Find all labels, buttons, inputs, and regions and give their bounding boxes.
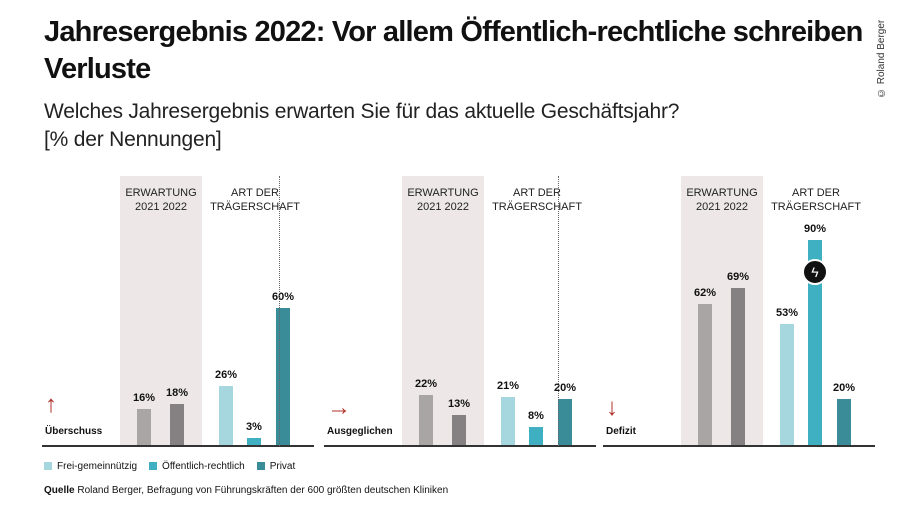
value-label: 26% bbox=[214, 368, 238, 381]
row-label: Defizit bbox=[606, 426, 636, 437]
bar-oeffentlich bbox=[808, 239, 822, 445]
lightning-icon: ϟ bbox=[802, 258, 828, 285]
value-label: 90% bbox=[803, 222, 827, 235]
x-axis bbox=[324, 445, 596, 447]
value-label: 16% bbox=[132, 391, 156, 404]
legend-item-privat: Privat bbox=[256, 461, 296, 472]
value-label: 60% bbox=[271, 291, 295, 304]
value-label: 20% bbox=[553, 382, 577, 395]
value-label: 20% bbox=[832, 382, 856, 395]
legend-swatch bbox=[44, 462, 52, 470]
header-type-1: ART DER bbox=[792, 187, 840, 199]
legend: Frei-gemeinnützig Öffentlich-rechtlich P… bbox=[44, 461, 295, 472]
expectation-shade bbox=[402, 176, 484, 445]
bar-y2022 bbox=[452, 415, 466, 445]
subtitle-question: Welches Jahresergebnis erwarten Sie für … bbox=[44, 100, 680, 123]
value-label: 13% bbox=[447, 398, 471, 411]
bar-privat bbox=[837, 399, 851, 445]
value-label: 21% bbox=[496, 380, 520, 393]
value-label: 62% bbox=[693, 286, 717, 299]
header-expectation: ERWARTUNG bbox=[407, 187, 479, 199]
value-label: 53% bbox=[775, 307, 799, 320]
arrow-right-icon: → bbox=[327, 394, 351, 421]
bar-frei bbox=[501, 397, 515, 445]
legend-label: Privat bbox=[269, 461, 296, 472]
panel-separator bbox=[558, 176, 559, 446]
value-label: 69% bbox=[726, 270, 750, 283]
value-label: 18% bbox=[165, 386, 189, 399]
legend-item-oeffentlich: Öffentlich-rechtlich bbox=[149, 461, 245, 472]
bar-y2021 bbox=[137, 408, 151, 445]
bar-frei bbox=[219, 385, 233, 445]
bar-frei bbox=[780, 324, 794, 445]
subtitle-unit: [% der Nennungen] bbox=[44, 128, 222, 151]
header-type-1: ART DER bbox=[231, 187, 279, 199]
legend-label: Frei-gemeinnützig bbox=[57, 461, 138, 472]
header-type-2: TRÄGERSCHAFT bbox=[771, 201, 861, 213]
x-axis bbox=[603, 445, 875, 447]
expectation-shade bbox=[120, 176, 202, 445]
value-label: 3% bbox=[246, 421, 262, 434]
arrow-down-icon: ↓ bbox=[606, 394, 618, 421]
row-label: Ausgeglichen bbox=[327, 426, 393, 437]
header-type-2: TRÄGERSCHAFT bbox=[492, 201, 582, 213]
bar-oeffentlich bbox=[529, 426, 543, 445]
header-expectation: ERWARTUNG bbox=[686, 187, 758, 199]
source-label: Quelle bbox=[44, 485, 75, 496]
bar-y2021 bbox=[698, 303, 712, 445]
bar-oeffentlich bbox=[247, 438, 261, 445]
chart-subtitle: Welches Jahresergebnis erwarten Sie für … bbox=[44, 98, 679, 154]
chart-title: Jahresergebnis 2022: Vor allem Öffentlic… bbox=[44, 16, 863, 85]
copyright: © Roland Berger bbox=[876, 19, 887, 98]
x-axis bbox=[42, 445, 314, 447]
panel-separator bbox=[279, 176, 280, 446]
header-years: 2021 2022 bbox=[135, 201, 187, 213]
header-type-1: ART DER bbox=[513, 187, 561, 199]
arrow-up-icon: ↑ bbox=[45, 391, 57, 418]
header-expectation: ERWARTUNG bbox=[125, 187, 197, 199]
header-years: 2021 2022 bbox=[417, 201, 469, 213]
value-label: 8% bbox=[528, 409, 544, 422]
legend-swatch bbox=[256, 462, 265, 470]
bar-y2022 bbox=[731, 287, 745, 445]
legend-item-frei: Frei-gemeinnützig bbox=[44, 461, 137, 472]
legend-label: Öffentlich-rechtlich bbox=[162, 461, 245, 472]
expectation-shade bbox=[681, 176, 763, 445]
source-text: Roland Berger, Befragung von Führungskrä… bbox=[77, 485, 449, 496]
header-type-2: TRÄGERSCHAFT bbox=[210, 201, 300, 213]
value-label: 22% bbox=[414, 377, 438, 390]
bar-privat bbox=[558, 399, 572, 445]
bar-y2021 bbox=[419, 394, 433, 445]
header-years: 2021 2022 bbox=[696, 201, 748, 213]
source: Quelle Roland Berger, Befragung von Führ… bbox=[44, 485, 448, 496]
legend-swatch bbox=[149, 462, 158, 470]
bar-y2022 bbox=[170, 403, 184, 445]
row-label: Überschuss bbox=[45, 426, 103, 437]
